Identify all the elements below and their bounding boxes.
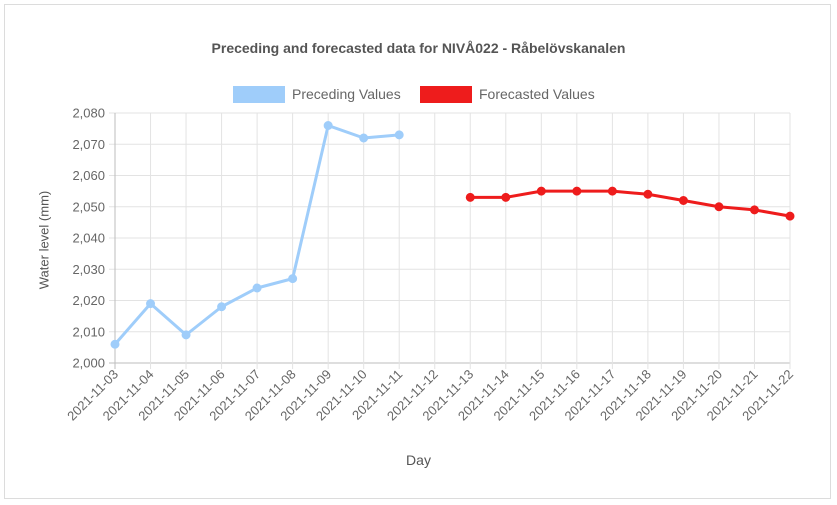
data-point — [394, 130, 404, 140]
y-tick-label: 2,040 — [72, 231, 105, 246]
legend-swatch-preceding — [233, 85, 285, 103]
legend-label-forecasted: Forecasted Values — [479, 86, 595, 102]
y-tick-label: 2,050 — [72, 199, 105, 214]
data-point — [678, 196, 688, 205]
y-tick-label: 2,000 — [72, 356, 105, 371]
legend-item-forecasted[interactable]: Forecasted Values — [420, 84, 595, 104]
data-point — [749, 205, 759, 215]
legend-swatch-forecasted — [420, 85, 472, 103]
data-point — [536, 186, 546, 196]
x-axis-label: Day — [406, 452, 431, 468]
chart-card — [4, 4, 831, 499]
y-tick-label: 2,020 — [72, 293, 105, 308]
data-point — [572, 186, 582, 196]
data-point — [217, 302, 227, 312]
y-tick-label: 2,030 — [72, 262, 105, 277]
data-point — [359, 133, 369, 143]
data-point — [465, 192, 475, 202]
legend-item-preceding[interactable]: Preceding Values — [233, 84, 401, 104]
data-point — [643, 189, 653, 199]
data-point — [146, 299, 156, 309]
data-point — [323, 121, 333, 130]
legend: Preceding Values Forecasted Values — [0, 84, 837, 104]
data-point — [288, 274, 298, 284]
data-point — [607, 186, 617, 196]
y-tick-label: 2,060 — [72, 168, 105, 183]
y-tick-label: 2,010 — [72, 324, 105, 339]
series-line-forecasted — [470, 189, 791, 218]
data-point — [785, 211, 795, 221]
y-tick-label: 2,070 — [72, 137, 105, 152]
data-point — [714, 202, 724, 212]
data-point — [501, 192, 511, 202]
data-point — [110, 339, 120, 349]
legend-label-preceding: Preceding Values — [292, 86, 401, 102]
data-point — [181, 330, 191, 340]
y-tick-label: 2,080 — [72, 106, 105, 121]
data-point — [252, 283, 262, 293]
chart-title: Preceding and forecasted data for NIVÅ02… — [211, 40, 626, 56]
